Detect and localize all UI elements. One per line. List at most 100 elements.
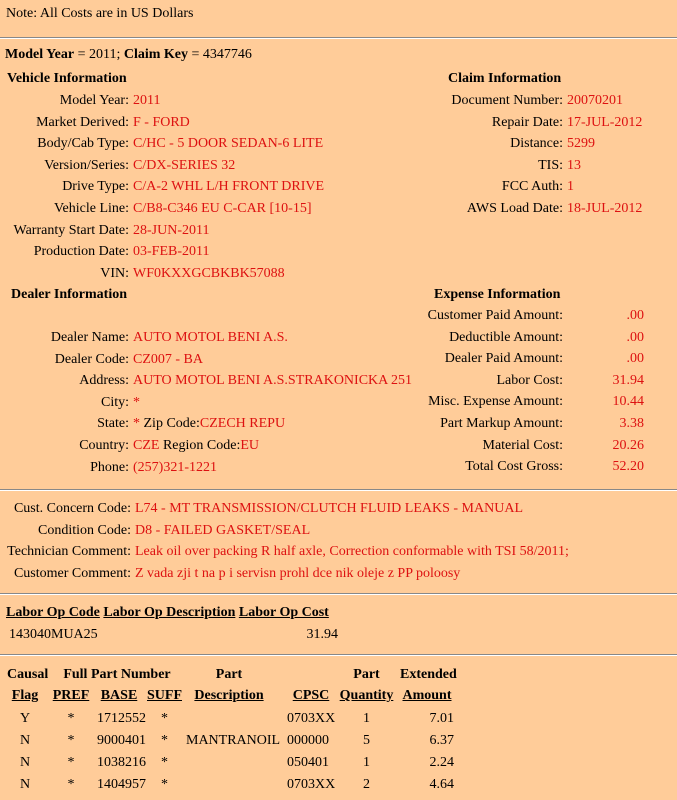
parts-cell: * xyxy=(161,755,168,770)
parts-cell: 2 xyxy=(363,777,370,792)
parts-cell: N xyxy=(19,733,31,748)
labor-op-code: 143040MUA25 xyxy=(9,627,98,642)
parts-cell: 1404957 xyxy=(97,777,146,792)
parts-cell: N xyxy=(19,755,31,770)
vehicle-field-label: Production Date: xyxy=(33,244,129,260)
vehicle-field-label: Vehicle Line: xyxy=(53,201,129,216)
divider xyxy=(0,654,677,656)
parts-column-header: CPSC xyxy=(290,688,332,704)
parts-group-header: Extended xyxy=(400,667,457,682)
vehicle-field-value: C/DX-SERIES 32 xyxy=(133,157,236,173)
parts-column-header: Description xyxy=(186,688,272,704)
dealer-title: Dealer Information xyxy=(11,287,127,302)
parts-cell: 6.37 xyxy=(429,733,455,748)
claim-field-value: 5299 xyxy=(567,136,595,152)
parts-cell: 1 xyxy=(363,755,370,770)
labor-op-cost: 31.94 xyxy=(306,627,339,642)
vehicle-field-label: Version/Series: xyxy=(44,157,129,173)
vehicle-field-value: C/B8-C346 EU C-CAR [10-15] xyxy=(133,201,312,216)
parts-cell: 2.24 xyxy=(429,755,455,770)
comment-value: Leak oil over packing R half axle, Corre… xyxy=(135,544,569,560)
expense-field-value: .00 xyxy=(626,308,645,323)
parts-cell: * xyxy=(161,777,168,792)
dealer-field-value: CZE Region Code:EU xyxy=(133,438,259,454)
vehicle-field-label: Model Year: xyxy=(59,93,129,108)
parts-cell: 1038216 xyxy=(97,755,146,770)
header-text: Description xyxy=(194,688,264,703)
dealer-field-label: City: xyxy=(100,394,129,410)
vehicle-title: Vehicle Information xyxy=(7,71,127,86)
claim-field-label: Repair Date: xyxy=(491,114,563,130)
comment-label: Condition Code: xyxy=(38,522,131,538)
parts-group-header: Causal xyxy=(7,667,49,682)
vehicle-field-label: VIN: xyxy=(100,265,129,281)
labor-header: Labor Op Code Labor Op Description Labor… xyxy=(6,605,329,620)
parts-cell: 1712552 xyxy=(97,711,146,726)
parts-column-header: Flag xyxy=(7,688,43,704)
claim-header: Model Year = 2011; Claim Key = 4347746 xyxy=(5,47,252,62)
divider xyxy=(0,489,677,491)
dealer-field-value: * Zip Code:CZECH REPU xyxy=(133,416,285,432)
parts-cell: * xyxy=(67,711,75,726)
parts-cell: * xyxy=(67,755,75,770)
parts-cell: 9000401 xyxy=(97,733,146,748)
parts-column-header: SUFF xyxy=(146,688,183,704)
dealer-field-value: AUTO MOTOL BENI A.S.STRAKONICKA 251 xyxy=(133,373,412,389)
comment-label: Technician Comment: xyxy=(7,544,131,560)
dealer-field-label: State: xyxy=(97,416,129,432)
expense-field-value: .00 xyxy=(626,329,645,345)
claim-field-label: TIS: xyxy=(538,157,563,173)
expense-field-label: Part Markup Amount: xyxy=(440,416,563,431)
comment-value: L74 - MT TRANSMISSION/CLUTCH FLUID LEAKS… xyxy=(135,501,523,516)
cost-note: Note: All Costs are in US Dollars xyxy=(6,6,194,21)
claim-field-label: FCC Auth: xyxy=(501,179,563,195)
claim-title: Claim Information xyxy=(448,71,562,86)
parts-cell: 050401 xyxy=(287,755,329,770)
parts-group-header: Full Part Number xyxy=(63,667,171,682)
header-text: Flag xyxy=(11,688,39,703)
claim-field-value: 1 xyxy=(567,179,574,195)
expense-field-label: Deductible Amount: xyxy=(449,329,563,345)
claim-field-value: 13 xyxy=(567,157,581,173)
expense-field-value: 3.38 xyxy=(619,416,645,431)
dealer-extra-label: Zip Code: xyxy=(143,416,200,432)
parts-column-header: BASE xyxy=(97,688,141,704)
dealer-extra-value: EU xyxy=(240,438,260,453)
dealer-extra-label: Region Code: xyxy=(162,438,241,453)
parts-cell: * xyxy=(161,711,168,726)
claim-field-value: 18-JUL-2012 xyxy=(567,201,643,216)
divider xyxy=(0,593,677,595)
dealer-field-value: * xyxy=(133,416,140,432)
parts-cell: 0703XX xyxy=(287,777,336,792)
dealer-field-label: Dealer Code: xyxy=(54,351,129,367)
parts-group-header: Part xyxy=(353,667,380,682)
header-text: PREF xyxy=(52,688,90,703)
parts-column-header: Amount xyxy=(400,688,454,704)
dealer-field-value: * xyxy=(133,394,140,410)
dealer-field-value: CZE xyxy=(133,438,160,453)
vehicle-field-value: 28-JUN-2011 xyxy=(133,222,210,238)
vehicle-field-label: Drive Type: xyxy=(62,179,129,195)
expense-field-label: Dealer Paid Amount: xyxy=(444,351,563,367)
parts-column-header: Quantity xyxy=(338,688,395,704)
parts-cell: 5 xyxy=(363,733,370,748)
parts-cell: 1 xyxy=(363,711,370,726)
parts-column-header: PREF xyxy=(51,688,91,704)
expense-field-value: 10.44 xyxy=(612,394,645,410)
expense-title: Expense Information xyxy=(434,287,561,302)
dealer-field-value: (257)321-1221 xyxy=(133,459,217,475)
parts-cell: * xyxy=(161,733,168,748)
vehicle-field-label: Body/Cab Type: xyxy=(37,136,129,152)
expense-field-label: Misc. Expense Amount: xyxy=(428,394,563,410)
comment-value: Z vada zji t na p i servisn prohl dce ni… xyxy=(135,565,461,581)
comment-value: D8 - FAILED GASKET/SEAL xyxy=(135,522,311,538)
expense-field-label: Customer Paid Amount: xyxy=(427,308,563,323)
vehicle-field-label: Warranty Start Date: xyxy=(13,222,130,238)
dealer-field-label: Country: xyxy=(79,438,129,453)
dealer-field-label: Address: xyxy=(79,373,129,389)
header-text: BASE xyxy=(100,688,138,703)
parts-group-header: Part xyxy=(215,667,243,682)
dealer-extra-value: CZECH REPU xyxy=(199,416,286,432)
vehicle-field-value: 2011 xyxy=(133,93,161,108)
dealer-field-label: Phone: xyxy=(90,459,129,475)
